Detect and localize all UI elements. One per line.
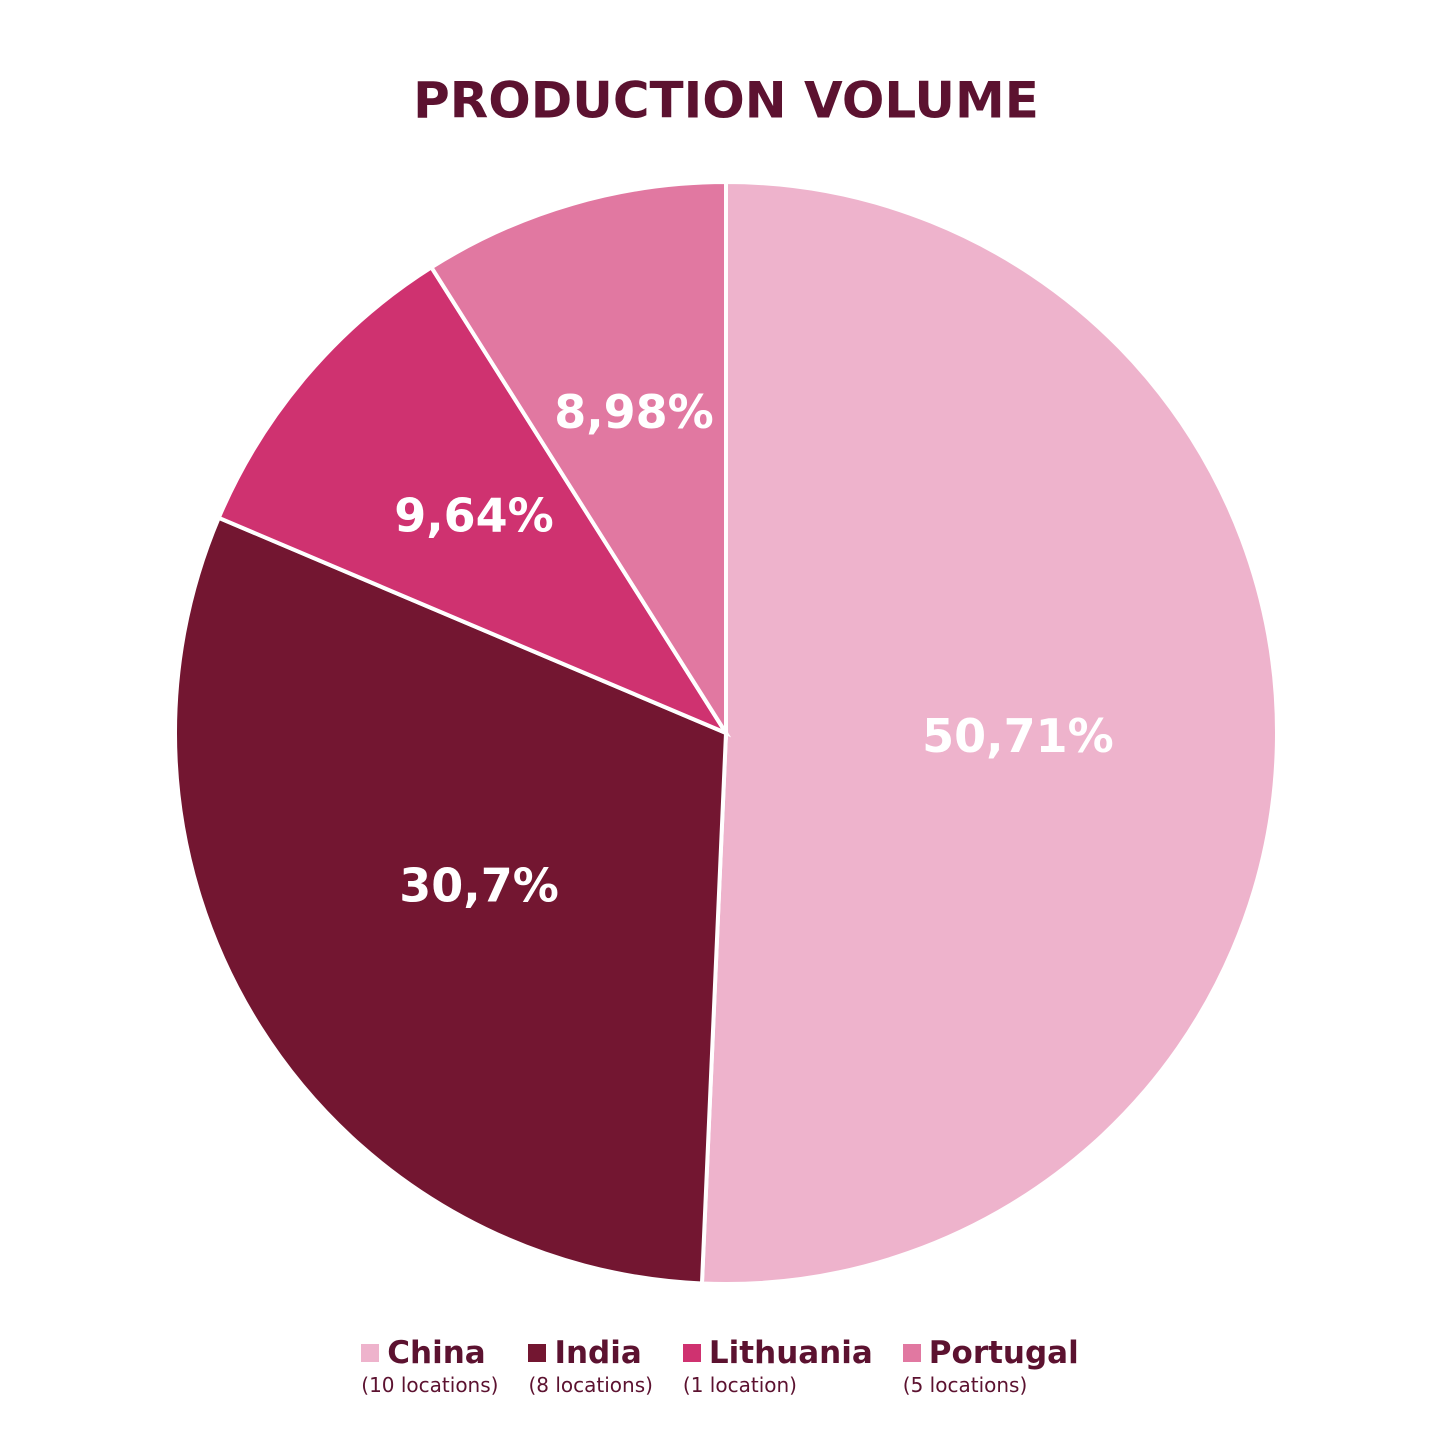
legend-head: China <box>361 1335 498 1371</box>
pie-slice <box>173 515 729 1286</box>
legend-item: Lithuania (1 location) <box>682 1335 873 1397</box>
data-label: 8,98% <box>554 385 714 439</box>
legend-label: Portugal <box>928 1335 1079 1371</box>
legend-item: India (8 locations) <box>528 1335 653 1397</box>
legend-swatch <box>682 1344 701 1362</box>
legend-head: India <box>528 1335 652 1371</box>
legend-head: Portugal <box>902 1335 1079 1371</box>
legend-label: India <box>554 1335 642 1371</box>
legend-note: (8 locations) <box>528 1373 653 1397</box>
legend-note: (1 location) <box>682 1373 797 1397</box>
legend-note: (10 locations) <box>361 1373 499 1397</box>
data-label: 50,71% <box>922 709 1114 763</box>
legend-note: (5 locations) <box>902 1373 1028 1397</box>
pie-slice <box>216 264 732 738</box>
legend: China (10 locations) India (8 locations) Lit… <box>0 1335 1440 1397</box>
legend-item: Portugal (5 locations) <box>902 1335 1079 1397</box>
pie-slice <box>428 179 728 740</box>
legend-item: China (10 locations) <box>361 1335 498 1397</box>
chart-title: PRODUCTION VOLUME <box>413 72 1039 130</box>
data-label: 30,7% <box>399 858 559 912</box>
legend-label: China <box>387 1335 486 1371</box>
legend-swatch <box>902 1344 921 1362</box>
legend-head: Lithuania <box>682 1335 873 1371</box>
pie-slice <box>699 179 1279 1286</box>
chart: PRODUCTION VOLUME 50,71% 30,7% 9,64%8,98% <box>173 72 1279 1286</box>
legend-label: Lithuania <box>708 1335 873 1371</box>
legend-swatch <box>361 1344 380 1362</box>
data-label: 9,64% <box>394 489 554 543</box>
legend-swatch <box>528 1344 547 1362</box>
